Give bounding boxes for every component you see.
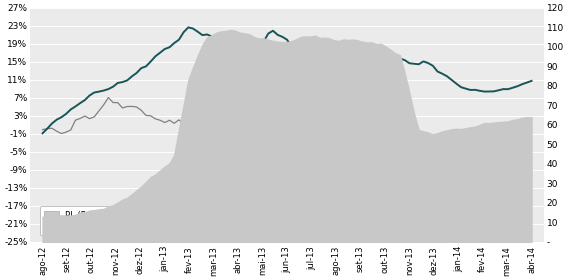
Legend: PL (R$ MM), BC LONG BIASED FIC FIA (%): PL (R$ MM), BC LONG BIASED FIC FIA (%): [40, 206, 190, 235]
